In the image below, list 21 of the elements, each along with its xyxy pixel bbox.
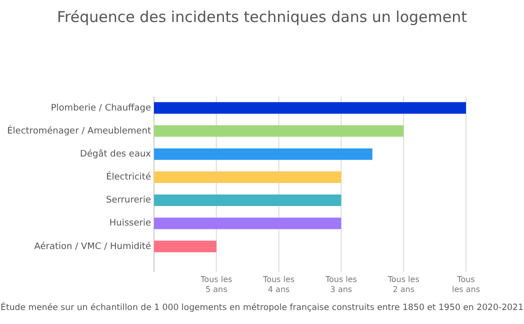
bar [154,102,466,114]
y-tick-label: Aération / VMC / Humidité [34,240,152,252]
ref-line-label: Tous les 3 ans [324,275,357,294]
y-tick-label: Dégât des eaux [80,148,152,160]
bar [154,194,342,206]
bar [154,171,342,183]
y-tick-label: Électroménager / Ameublement [7,124,152,136]
bar [154,148,372,160]
y-tick-label: Serrurerie [106,196,152,206]
chart-title: Fréquence des incidents techniques dans un logement [56,8,468,26]
ref-line-label: Tous les ans [452,275,480,294]
y-tick-label: Huisserie [109,218,152,229]
text: Étude menée sur un échantillon de 1 000 logements en métropole française construits entre 1850 et 1950 en 2020-2021 [0,303,524,313]
bar [154,240,216,252]
ref-line-label: Tous les 2 ans [386,275,420,294]
y-tick-label: Électricité [106,170,152,183]
ref-line-label: Tous les 4 ans [262,275,295,294]
ref-line-label: Tous les 5 ans [200,275,232,294]
bar [154,218,342,230]
y-tick-label: Plomberie / Chauffage [50,103,152,114]
bar [154,125,404,137]
